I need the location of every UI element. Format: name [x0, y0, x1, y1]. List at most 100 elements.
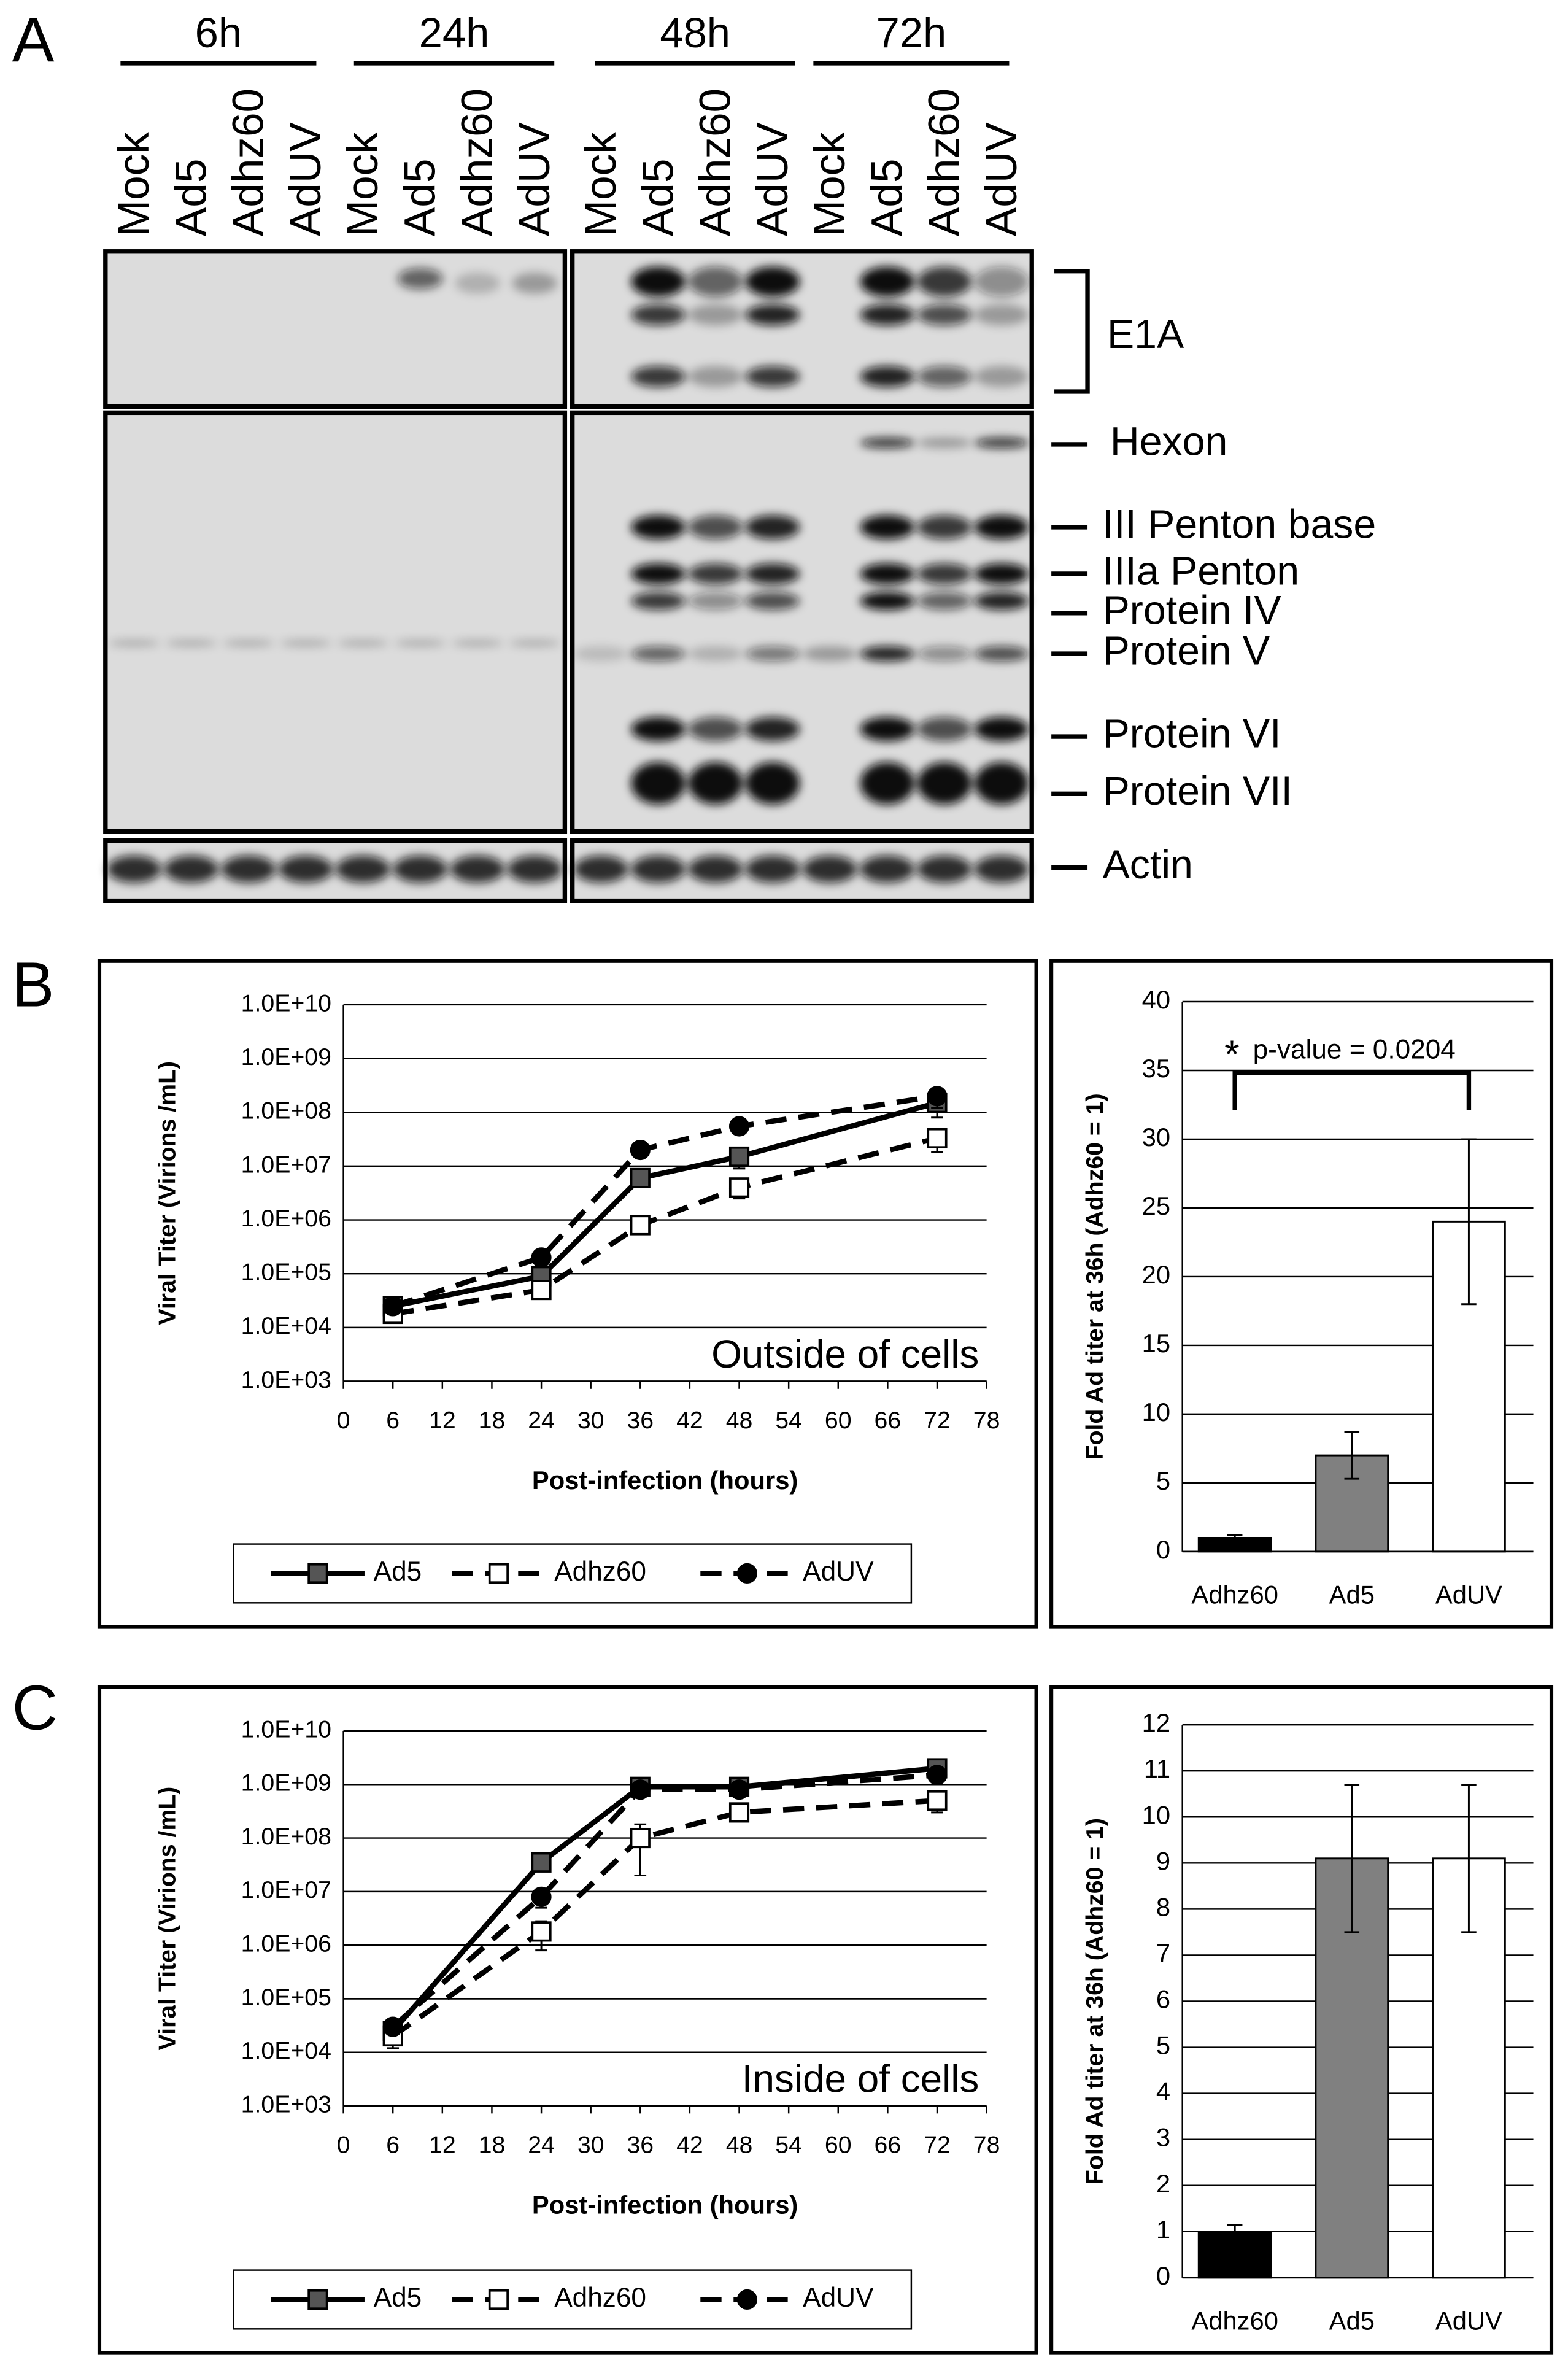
lane-label: Ad5	[863, 159, 911, 237]
band-label: Hexon	[1110, 419, 1228, 464]
x-tick-label: 54	[775, 2132, 802, 2159]
x-tick-label: 0	[337, 2132, 350, 2159]
blot-band	[393, 855, 447, 883]
y-tick-label: 8	[1156, 1892, 1170, 1921]
significance-bracket	[1232, 1070, 1472, 1110]
blot-band	[917, 762, 972, 805]
lane-label: Ad5	[167, 159, 215, 237]
blot-band	[974, 266, 1029, 297]
x-tick-label: AdUV	[1435, 1581, 1502, 1609]
y-tick-label: 11	[1144, 1754, 1170, 1783]
marker	[728, 1779, 750, 1800]
panel-label: C	[12, 1673, 58, 1743]
marker	[488, 1563, 509, 1584]
panel-label: A	[12, 5, 55, 75]
y-tick-label: 5	[1156, 2031, 1170, 2060]
blot-band	[688, 563, 743, 585]
y-tick-label: 1.0E+10	[241, 1716, 331, 1743]
blot-band	[745, 366, 800, 387]
blot-band	[860, 515, 914, 540]
chart-frame	[97, 959, 1038, 1629]
blot-band	[574, 855, 628, 883]
y-tick-label: 1.0E+07	[241, 1876, 331, 1903]
blot-band	[688, 646, 743, 662]
x-tick-label: 60	[825, 1407, 852, 1434]
x-tick-label: 78	[973, 1407, 1000, 1434]
marker	[736, 1563, 757, 1584]
blot-band	[631, 592, 686, 610]
chart-frame	[1049, 1685, 1554, 2355]
annotation: Outside of cells	[711, 1332, 979, 1376]
marker	[728, 1146, 750, 1167]
x-tick-label: AdUV	[1435, 2307, 1502, 2335]
legend-label: AdUV	[803, 2283, 874, 2313]
x-tick-label: 12	[429, 1407, 456, 1434]
blot-band	[974, 646, 1029, 662]
lane-label: Mock	[806, 132, 854, 236]
y-tick-label: 1.0E+03	[241, 1366, 331, 1393]
band-label: Protein V	[1103, 629, 1270, 674]
band-label: IIIa Penton	[1103, 548, 1299, 594]
x-tick-label: 36	[627, 1407, 654, 1434]
y-tick-label: 1.0E+08	[241, 1823, 331, 1850]
marker	[630, 1139, 651, 1161]
e1a-bracket	[1054, 268, 1090, 394]
blot-panel	[103, 410, 568, 834]
marker	[531, 1280, 552, 1301]
series-line	[391, 1798, 938, 2038]
blot-band	[450, 855, 505, 883]
x-tick-label: 6	[386, 2132, 400, 2159]
error-bar	[1461, 1138, 1477, 1306]
time-label: 72h	[876, 9, 947, 56]
band-label: Protein VI	[1103, 711, 1281, 757]
y-tick-label: 0	[1156, 2261, 1170, 2290]
blot-band	[395, 640, 446, 646]
blot-band	[974, 515, 1029, 540]
blot-band	[631, 366, 686, 387]
blot-band	[221, 855, 276, 883]
blot-band	[974, 563, 1029, 585]
marker	[927, 1086, 948, 1107]
legend-label: AdUV	[803, 1557, 874, 1587]
blot-band	[745, 855, 800, 883]
band-label: III Penton base	[1103, 501, 1377, 547]
blot-band	[745, 563, 800, 585]
blot-band	[631, 304, 686, 326]
blot-band	[745, 266, 800, 297]
x-tick-label: 48	[726, 1407, 753, 1434]
y-tick-label: 40	[1142, 985, 1170, 1014]
blot-band	[860, 762, 914, 805]
blot-band	[974, 592, 1029, 610]
blot-bands	[107, 266, 1029, 883]
x-axis-label: Post-infection (hours)	[532, 2191, 798, 2219]
blot-band	[745, 717, 800, 741]
blot-band	[107, 855, 161, 883]
blot-band	[688, 762, 743, 805]
y-tick-label: 1.0E+04	[241, 1312, 331, 1339]
y-axis-label: Viral Titer (Virions /mL)	[153, 1061, 180, 1325]
y-axis-label: Fold Ad titer at 36h (Adhz60 = 1)	[1081, 1093, 1108, 1460]
y-tick-label: 5	[1156, 1466, 1170, 1495]
y-tick-label: 1	[1156, 2215, 1170, 2244]
y-tick-label: 1.0E+10	[241, 989, 331, 1016]
x-tick-label: 78	[973, 2132, 1000, 2159]
marker	[531, 1921, 552, 1942]
y-tick-label: 1.0E+07	[241, 1151, 331, 1178]
marker	[382, 1296, 403, 1317]
blot-band	[397, 268, 443, 290]
error-bar	[1461, 1784, 1477, 1933]
x-tick-label: 54	[775, 1407, 802, 1434]
x-tick-label: 24	[528, 1407, 555, 1434]
marker	[531, 1886, 552, 1907]
series-line	[391, 1772, 938, 2029]
blot-band	[974, 304, 1029, 326]
blot-band	[223, 640, 274, 646]
lane-label: Adhz60	[454, 88, 502, 236]
x-tick-label: 36	[627, 2132, 654, 2159]
x-tick-label: 18	[479, 1407, 506, 1434]
blot-band	[803, 646, 857, 662]
blot-band	[631, 266, 686, 297]
blot-band	[860, 646, 914, 662]
y-tick-label: 6	[1156, 1985, 1170, 2014]
blot-band	[336, 855, 390, 883]
